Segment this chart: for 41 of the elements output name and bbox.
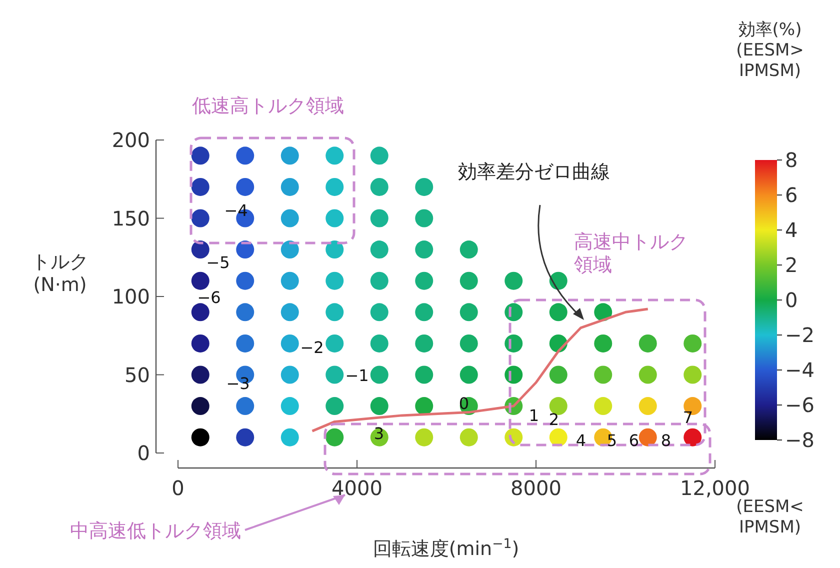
x-tick-label: 4000 — [332, 476, 382, 500]
color-bar-label: −8 — [785, 428, 814, 452]
annotation: −4 — [224, 201, 248, 220]
y-tick-label: 200 — [112, 128, 150, 152]
annotation: −1 — [345, 366, 369, 385]
annotation: 高速中トルク領域 — [574, 231, 688, 276]
x-axis-title: 回転速度(min$^{−1}$) — [372, 536, 520, 560]
color-bar-label: −4 — [785, 358, 814, 382]
annotation: 7 — [682, 408, 694, 427]
x-tick-label: 12,000 — [680, 476, 750, 500]
x-tick-label: 0 — [172, 476, 184, 500]
color-bar-label: 0 — [785, 288, 798, 312]
annotation: −5 — [206, 253, 230, 272]
color-bar-label: 6 — [785, 183, 798, 207]
annotation: 8 — [660, 431, 672, 450]
annotation: 3 — [374, 424, 384, 443]
annotation: −3 — [226, 374, 250, 393]
annotation: −6 — [197, 288, 221, 307]
color-bar-label: −6 — [785, 393, 814, 417]
color-bar-label: 2 — [785, 253, 798, 277]
annotation: 4 — [576, 431, 586, 450]
x-tick-label: 8000 — [510, 476, 562, 500]
y-axis-title: トルク (N·m) — [32, 251, 88, 296]
annotation: 効率差分ゼロ曲線 — [458, 161, 610, 183]
color-bar-label: −2 — [785, 323, 814, 347]
annotation: 5 — [606, 431, 618, 450]
color-bar-label: 8 — [785, 148, 798, 172]
color-bar-label: 4 — [785, 218, 798, 242]
text: 低速高トルク領域 — [192, 95, 344, 117]
color-bar-title: 効率(%) (EESM> IPMSM) — [736, 20, 804, 81]
text: 中高速低トルク領域 — [70, 520, 241, 542]
annotation: −2 — [300, 338, 324, 357]
annotation: 2 — [548, 410, 560, 429]
y-tick-label: 100 — [112, 284, 150, 308]
text: (EESM< IPMSM) — [736, 497, 804, 538]
annotation: 0 — [458, 394, 470, 413]
y-tick-label: 0 — [137, 441, 150, 465]
annotation: 1 — [528, 406, 540, 425]
y-tick-label: 150 — [112, 206, 150, 230]
annotation: 6 — [628, 431, 640, 450]
y-tick-label: 50 — [124, 362, 150, 387]
